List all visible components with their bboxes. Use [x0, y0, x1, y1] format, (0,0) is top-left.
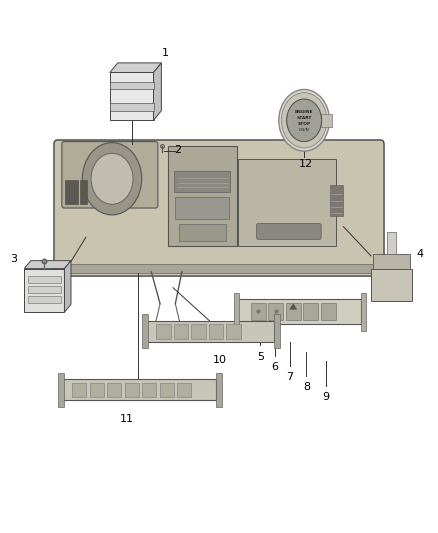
Circle shape: [91, 154, 133, 204]
Bar: [156, 324, 171, 339]
Bar: [110, 103, 153, 111]
Bar: [28, 296, 60, 303]
Text: START: START: [297, 116, 312, 120]
Bar: [274, 314, 280, 349]
Bar: [321, 114, 332, 127]
Bar: [142, 314, 148, 349]
Bar: [173, 324, 188, 339]
Bar: [72, 383, 86, 397]
Bar: [145, 321, 274, 342]
Circle shape: [282, 93, 327, 148]
Text: 4: 4: [417, 249, 424, 259]
Bar: [174, 171, 230, 192]
Polygon shape: [24, 261, 71, 269]
Bar: [179, 224, 226, 241]
Text: ON/N: ON/N: [299, 128, 310, 132]
Text: ENGINE: ENGINE: [295, 110, 314, 114]
Circle shape: [279, 90, 329, 151]
Bar: [233, 293, 239, 331]
Bar: [110, 72, 153, 120]
Text: 8: 8: [303, 382, 310, 392]
Polygon shape: [64, 261, 71, 312]
Bar: [216, 373, 222, 407]
Text: 5: 5: [257, 352, 264, 361]
Bar: [321, 303, 336, 320]
Bar: [330, 185, 343, 216]
Bar: [371, 269, 413, 301]
Bar: [65, 180, 78, 204]
Bar: [159, 383, 173, 397]
Text: 10: 10: [213, 356, 227, 365]
FancyBboxPatch shape: [238, 159, 336, 246]
Text: 6: 6: [272, 362, 279, 372]
Bar: [360, 293, 366, 331]
Text: 11: 11: [120, 414, 134, 424]
Bar: [373, 254, 410, 269]
Bar: [251, 303, 266, 320]
Bar: [24, 269, 64, 312]
Bar: [236, 299, 360, 325]
Bar: [28, 276, 60, 283]
Text: STOP: STOP: [297, 122, 311, 126]
Text: 1: 1: [161, 48, 168, 58]
Bar: [177, 383, 191, 397]
Bar: [268, 303, 283, 320]
Bar: [90, 383, 104, 397]
Text: 12: 12: [299, 159, 313, 168]
Bar: [58, 373, 64, 407]
FancyBboxPatch shape: [168, 146, 237, 246]
Text: 3: 3: [10, 254, 17, 264]
Bar: [175, 197, 230, 219]
FancyBboxPatch shape: [62, 142, 158, 208]
Bar: [110, 82, 153, 90]
FancyBboxPatch shape: [54, 140, 384, 276]
Circle shape: [82, 143, 142, 215]
Bar: [28, 286, 60, 293]
Polygon shape: [153, 63, 161, 120]
Bar: [60, 264, 378, 273]
Polygon shape: [289, 303, 297, 310]
Text: 9: 9: [322, 392, 329, 402]
FancyBboxPatch shape: [257, 223, 321, 239]
Circle shape: [287, 99, 321, 142]
Bar: [80, 180, 87, 204]
Bar: [226, 324, 241, 339]
Bar: [191, 324, 206, 339]
Bar: [125, 383, 139, 397]
Text: 2: 2: [174, 144, 182, 155]
Text: 7: 7: [286, 372, 293, 382]
Bar: [387, 232, 396, 254]
Bar: [107, 383, 121, 397]
Bar: [208, 324, 223, 339]
Bar: [303, 303, 318, 320]
Bar: [286, 303, 300, 320]
Polygon shape: [110, 63, 161, 72]
Bar: [61, 379, 216, 400]
Bar: [142, 383, 156, 397]
